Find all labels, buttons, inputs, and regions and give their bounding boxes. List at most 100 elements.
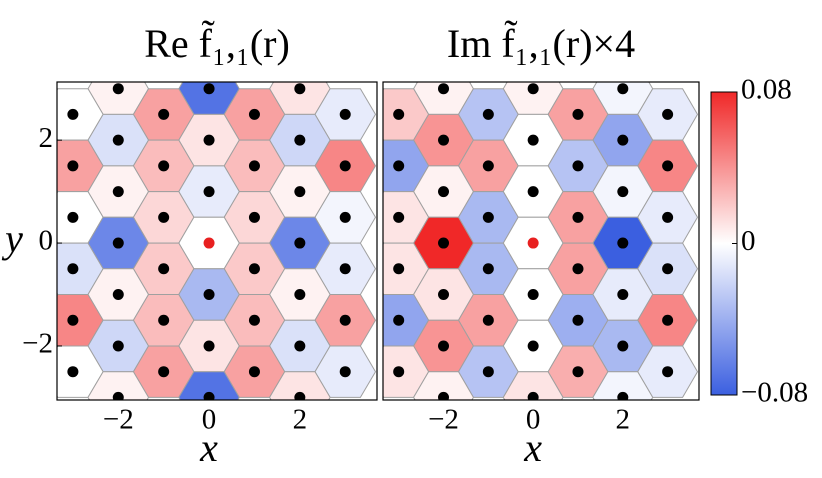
lattice-site [248,108,260,120]
lattice-site [438,340,450,352]
lattice-site [248,263,260,275]
colorbar-tick-label: −0.08 [741,377,808,409]
lattice-site [294,186,306,198]
lattice-site [527,83,539,95]
lattice-site [482,211,494,223]
lattice-site [438,83,450,95]
lattice-site [112,289,124,301]
y-tick-label: 2 [39,122,54,154]
lattice-site [662,366,674,378]
lattice-site [482,108,494,120]
lattice-site [294,237,306,249]
lattice-site [158,160,170,172]
lattice-site [248,211,260,223]
lattice-site [438,237,450,249]
lattice-site [393,263,405,275]
lattice-site [662,211,674,223]
x-tick-label: 0 [202,404,217,436]
lattice-site [662,108,674,120]
lattice-site [527,289,539,301]
hex-cell [87,371,150,400]
lattice-site [203,83,215,95]
lattice-site [572,314,584,326]
lattice-site [203,134,215,146]
lattice-site [482,263,494,275]
x-tick-label: −2 [428,404,459,436]
hex-cell [413,371,474,400]
lattice-site [527,134,539,146]
lattice-site [112,186,124,198]
y-tick-label: 0 [39,225,54,257]
lattice-site [482,366,494,378]
lattice-site [203,289,215,301]
lattice-site [438,186,450,198]
colorbar-tick-label: 0.08 [741,74,792,106]
lattice-site [572,160,584,172]
lattice-site [393,211,405,223]
lattice-site [339,160,351,172]
lattice-site [112,340,124,352]
x-axis-label: x [523,425,542,470]
lattice-site [67,314,79,326]
hex-cell [502,371,564,400]
plot-area [383,82,699,400]
x-tick-label: 2 [616,404,631,436]
chart-title: Im f̃₁,₁(r)×4 [447,20,635,66]
lattice-site [67,108,79,120]
lattice-site [294,134,306,146]
lattice-site [248,160,260,172]
plot-frame [382,81,700,401]
lattice-site [339,211,351,223]
lattice-site [248,366,260,378]
lattice-site [482,160,494,172]
lattice-site [67,160,79,172]
lattice-site [482,314,494,326]
lattice-site [572,263,584,275]
lattice-site [527,186,539,198]
lattice-site [339,366,351,378]
lattice-site [294,340,306,352]
x-tick-label: 2 [293,404,308,436]
lattice-site [438,134,450,146]
lattice-site [617,340,629,352]
lattice-site [339,108,351,120]
lattice-site [617,289,629,301]
x-tick-label: 0 [526,404,541,436]
lattice-site [662,160,674,172]
lattice-site [617,134,629,146]
lattice-site [158,366,170,378]
colorbar-tick-label: 0 [741,225,756,257]
lattice-site [617,186,629,198]
lattice-site [294,289,306,301]
lattice-site [393,314,405,326]
lattice-site [662,314,674,326]
lattice-site [572,108,584,120]
lattice-site [112,237,124,249]
lattice-site [67,263,79,275]
hex-cell [592,371,654,400]
lattice-site [393,366,405,378]
lattice-site [203,237,215,249]
lattice-site [527,340,539,352]
hex-cell [269,371,331,400]
lattice-site [393,108,405,120]
lattice-site [339,314,351,326]
lattice-site [339,263,351,275]
plot-frame [56,81,378,401]
lattice-site [438,289,450,301]
lattice-site [67,366,79,378]
hex-cell [178,371,240,400]
y-axis-label: y [1,216,23,261]
lattice-site [203,186,215,198]
lattice-site [662,263,674,275]
lattice-site [617,83,629,95]
lattice-site [572,366,584,378]
lattice-site [158,211,170,223]
lattice-site [572,211,584,223]
y-tick-label: −2 [22,328,53,360]
lattice-site [393,160,405,172]
lattice-site [527,237,539,249]
lattice-site [248,314,260,326]
plot-area [57,82,377,400]
